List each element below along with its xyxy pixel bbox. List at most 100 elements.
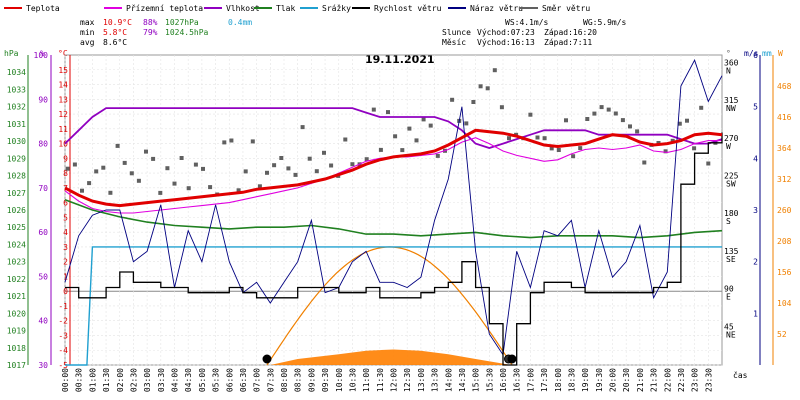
- solar-radiation-area: [270, 349, 512, 365]
- temperature-tick-label: 1: [63, 272, 68, 281]
- direction-tick-label: 270: [724, 134, 739, 143]
- wind-direction-point: [556, 148, 561, 152]
- wind-direction-point: [122, 160, 127, 165]
- wind-direction-point: [635, 129, 640, 134]
- stats-min-humidity: 79%: [143, 28, 158, 37]
- direction-tick-label: 180: [724, 209, 739, 218]
- x-tick-label: 01:30: [102, 368, 111, 392]
- sunset-time: Západ:16:20: [544, 28, 597, 37]
- pressure-tick-label: 1034: [7, 68, 26, 77]
- x-tick-label: 20:30: [622, 368, 631, 392]
- direction-tick-label: 360: [724, 58, 739, 67]
- pressure-tick-label: 1030: [7, 137, 26, 146]
- wind-direction-point: [350, 162, 355, 167]
- direction-tick-name: SE: [726, 255, 736, 264]
- stats-max-label: max: [80, 18, 95, 27]
- humidity-tick-label: 30: [38, 361, 48, 370]
- pressure-line: [64, 198, 723, 239]
- wind-direction-point: [101, 165, 106, 170]
- wind-direction-point: [692, 146, 697, 151]
- wind-direction-point: [201, 166, 205, 171]
- x-tick-label: 00:30: [75, 368, 84, 392]
- legend: Teplota Přízemní teplota Vlhkost Tlak Sr…: [4, 4, 590, 13]
- stats-max-pressure: 1027hPa: [165, 18, 199, 27]
- wind-direction-point: [87, 181, 92, 186]
- solar-tick-label: 312: [777, 175, 792, 184]
- x-tick-label: 06:00: [225, 368, 234, 392]
- wind-direction-point: [585, 117, 590, 121]
- pressure-tick-label: 1023: [7, 258, 26, 267]
- solar-tick-label: 260: [777, 206, 792, 215]
- sunrise-time: Východ:07:23: [477, 28, 535, 37]
- axis-units: hPa % °C ° m/s mm W čas: [4, 49, 783, 380]
- pressure-tick-label: 1018: [7, 344, 26, 353]
- wind-direction-point: [371, 107, 376, 112]
- x-tick-label: 20:00: [609, 368, 618, 392]
- direction-tick-label: 90: [724, 285, 734, 294]
- legend-label-wind-gust: Náraz větru: [470, 4, 523, 13]
- pressure-tick-label: 1021: [7, 292, 26, 301]
- temperature-tick-label: 5: [63, 213, 68, 222]
- x-tick-label: 08:00: [280, 368, 289, 392]
- x-tick-label: 14:30: [458, 368, 467, 392]
- wind-direction-point: [428, 123, 433, 128]
- wind-direction-point: [677, 121, 682, 126]
- legend-label-humidity: Vlhkost: [226, 4, 260, 13]
- wind-sun-moon-info: WS:4.1m/s WG:5.9m/s Slunce Východ:07:23 …: [442, 18, 627, 47]
- temperature-tick-label: 2: [63, 258, 68, 267]
- wind-direction-point: [685, 118, 689, 123]
- pressure-tick-label: 1019: [7, 327, 26, 336]
- wind-direction-point: [386, 110, 390, 115]
- wind-direction-point: [571, 154, 576, 159]
- x-tick-label: 00:00: [61, 368, 70, 392]
- legend-label-wind-speed: Rychlost větru: [374, 4, 442, 13]
- pressure-tick-label: 1017: [7, 361, 26, 370]
- x-tick-label: 07:00: [253, 368, 262, 392]
- wind-direction-point: [229, 138, 234, 143]
- wind-direction-point: [435, 153, 440, 158]
- wind-direction-point: [72, 162, 77, 167]
- temperature-tick-label: 8: [63, 169, 68, 178]
- temperature-tick-label: -2: [58, 317, 68, 326]
- stats-avg-label: avg: [80, 38, 95, 47]
- time-axis-label: čas: [733, 370, 748, 380]
- direction-tick-label: 135: [724, 247, 739, 256]
- humidity-tick-label: 50: [38, 272, 48, 281]
- pressure-tick-label: 1029: [7, 154, 26, 163]
- wind-direction-point: [400, 148, 405, 153]
- stats-max-humidity: 88%: [143, 18, 158, 27]
- pressure-tick-label: 1025: [7, 223, 26, 232]
- legend-label-temperature: Teplota: [26, 4, 60, 13]
- wind-tick-label: 1: [753, 309, 758, 318]
- rain-unit-label: mm: [762, 49, 772, 58]
- wind-direction-point: [179, 156, 184, 160]
- temperature-tick-label: -3: [58, 331, 68, 340]
- x-tick-label: 14:00: [444, 368, 453, 392]
- x-tick-label: 19:30: [595, 368, 604, 392]
- wind-direction-point: [663, 149, 668, 154]
- wind-direction-point: [450, 97, 455, 102]
- wind-direction-point: [144, 149, 148, 154]
- x-tick-label: 04:30: [184, 368, 193, 392]
- wind-direction-point: [257, 184, 262, 189]
- stats-min-temp: 5.8°C: [103, 28, 127, 37]
- wind-direction-point: [606, 107, 611, 112]
- direction-tick-label: 315: [724, 96, 739, 105]
- temperature-unit-label: °C: [58, 49, 68, 58]
- pressure-tick-label: 1028: [7, 172, 26, 181]
- wind-direction-point: [80, 188, 84, 193]
- axes: 1017101810191020102110221023102410251026…: [7, 51, 792, 392]
- wind-direction-point: [549, 146, 554, 151]
- direction-tick-name: SW: [726, 179, 736, 188]
- legend-label-pressure: Tlak: [276, 4, 295, 13]
- x-tick-label: 11:00: [362, 368, 371, 392]
- moonrise-time: Východ:16:13: [477, 38, 535, 47]
- x-tick-label: 11:30: [376, 368, 385, 392]
- x-tick-label: 02:30: [129, 368, 138, 392]
- sunset-marker: [507, 354, 517, 364]
- x-tick-label: 12:00: [390, 368, 399, 392]
- wind-tick-label: 5: [753, 103, 758, 112]
- wind-direction-point: [272, 163, 277, 168]
- solar-tick-label: 156: [777, 268, 792, 277]
